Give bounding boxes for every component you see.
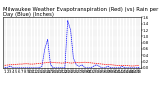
- Text: Milwaukee Weather Evapotranspiration (Red) (vs) Rain per Day (Blue) (Inches): Milwaukee Weather Evapotranspiration (Re…: [3, 7, 159, 17]
